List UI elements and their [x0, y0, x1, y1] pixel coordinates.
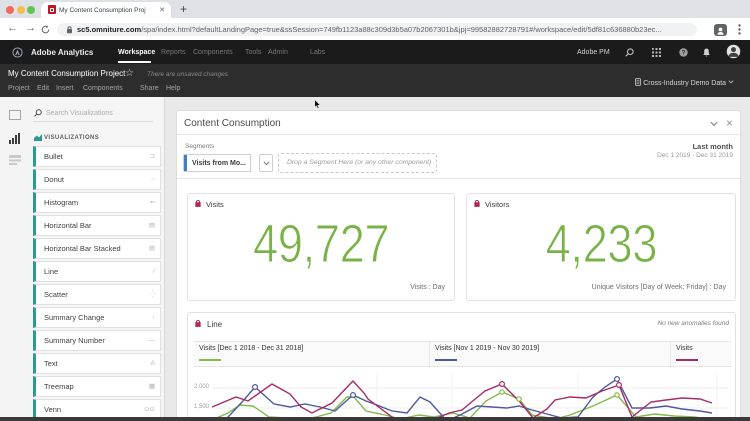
svg-text:?: ?	[682, 50, 686, 57]
